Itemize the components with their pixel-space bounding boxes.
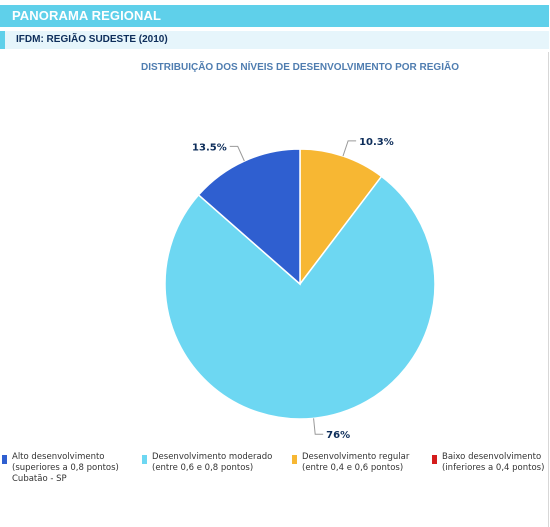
legend-label-regular: Desenvolvimento regular (entre 0,4 e 0,6… (302, 452, 409, 474)
footer-location: Cubatão - SP (12, 474, 67, 484)
chart-title: DISTRIBUIÇÃO DOS NÍVEIS DE DESENVOLVIMEN… (140, 62, 459, 73)
panel-right-border (548, 52, 549, 527)
legend-label-alto-line1: Alto desenvolvimento (12, 452, 105, 462)
legend-label-regular-line2: (entre 0,4 e 0,6 pontos) (302, 463, 404, 473)
pie-label-alto: 13.5% (192, 142, 227, 153)
legend-label-baixo-line1: Baixo desenvolvimento (442, 452, 542, 462)
pie-label-alto-leader (229, 145, 245, 162)
legend-swatch-alto (2, 455, 7, 464)
subheader-bar: IFDM: REGIÃO SUDESTE (2010) (0, 31, 549, 49)
pie-label-regular-leader (342, 140, 357, 157)
legend-label-baixo-line2: (inferiores a 0,4 pontos) (442, 463, 545, 473)
pie-label-regular: 10.3% (359, 137, 394, 148)
legend-label-moderado-line1: Desenvolvimento moderado (152, 452, 273, 462)
legend-swatch-regular (292, 455, 297, 464)
subheader-title: IFDM: REGIÃO SUDESTE (2010) (16, 34, 168, 45)
legend-label-moderado-line2: (entre 0,6 e 0,8 pontos) (152, 463, 254, 473)
pie-label-moderado-leader (313, 418, 324, 435)
legend-label-alto: Alto desenvolvimento (superiores a 0,8 p… (12, 452, 119, 474)
pie-slice-moderado (164, 175, 436, 420)
legend-swatch-baixo (432, 455, 437, 464)
legend-label-alto-line2: (superiores a 0,8 pontos) (12, 463, 119, 473)
legend-label-baixo: Baixo desenvolvimento (inferiores a 0,4 … (442, 452, 544, 474)
legend-swatch-moderado (142, 455, 147, 464)
pie-label-moderado: 76% (326, 430, 350, 441)
header-bar: PANORAMA REGIONAL (0, 5, 549, 27)
panel-title: PANORAMA REGIONAL (12, 8, 162, 23)
legend-label-moderado: Desenvolvimento moderado (entre 0,6 e 0,… (152, 452, 272, 474)
legend-label-regular-line1: Desenvolvimento regular (302, 452, 410, 462)
